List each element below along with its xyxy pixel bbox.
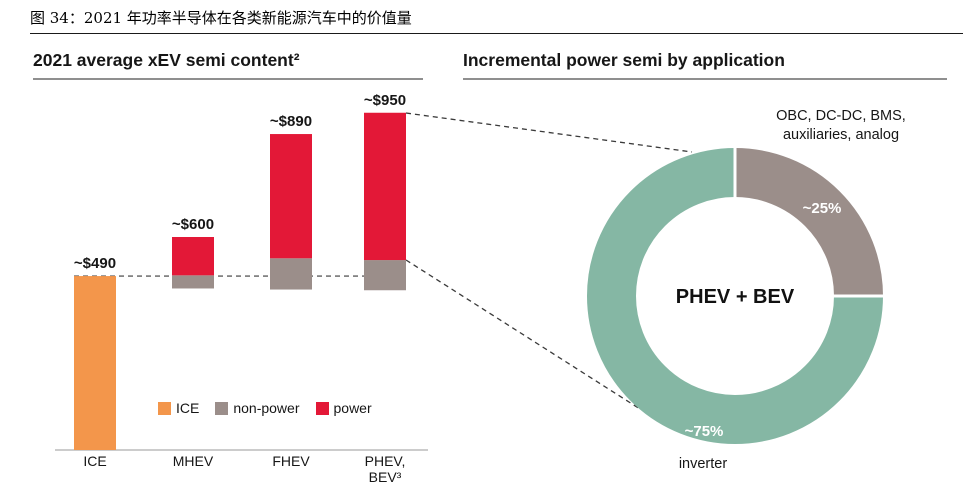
legend-label-nonpower: non-power xyxy=(233,400,300,416)
caption-divider xyxy=(30,33,963,34)
bar-segment-phev-power xyxy=(364,112,406,261)
donut-segment-label-applications: OBC, DC-DC, BMS, auxiliaries, analog xyxy=(776,108,906,143)
donut-percent-label-75: ~75% xyxy=(684,423,724,440)
legend-swatch-nonpower xyxy=(215,401,229,415)
category-label-phev-bev: PHEV, BEV³ xyxy=(364,453,406,485)
bar-chart-title: 2021 average xEV semi content² xyxy=(33,50,300,70)
bar-segment-phev-non-power xyxy=(364,260,406,291)
callout-line-top xyxy=(405,112,693,153)
callout-line-bottom xyxy=(405,259,641,410)
donut-segment-label-inverter: inverter xyxy=(678,456,728,472)
bar-value-label: ~$490 xyxy=(74,255,116,272)
bar-chart-title-underline xyxy=(33,78,423,80)
bar-value-label: ~$950 xyxy=(364,92,406,109)
bar-segment-fhev-non-power xyxy=(270,258,312,290)
category-label-ice: ICE xyxy=(83,453,107,469)
legend-item-ice: ICE xyxy=(158,400,199,416)
donut-percent-label-25: ~25% xyxy=(802,200,842,217)
bar-segment-mhev-non-power xyxy=(172,275,214,289)
legend-label-ice: ICE xyxy=(176,400,200,416)
donut-chart-title-underline xyxy=(463,78,947,80)
category-label-fhev: FHEV xyxy=(272,453,310,469)
category-label-mhev: MHEV xyxy=(172,453,214,469)
donut-chart-title: Incremental power semi by application xyxy=(463,50,785,70)
figure-caption: 图 34：2021 年功率半导体在各类新能源汽车中的价值量 xyxy=(30,9,412,27)
legend-item-nonpower: non-power xyxy=(215,400,300,416)
legend-label-power: power xyxy=(333,400,372,416)
bar-segment-ice-ICE xyxy=(74,276,116,450)
legend-item-power: power xyxy=(315,400,372,416)
donut-center-label: PHEV + BEV xyxy=(675,286,795,308)
bar-value-label: ~$600 xyxy=(172,216,214,233)
bar-segment-mhev-power xyxy=(172,237,214,276)
bar-value-label: ~$890 xyxy=(270,113,312,130)
legend-swatch-power xyxy=(315,401,329,415)
legend: ICE non-power power xyxy=(158,400,372,416)
legend-swatch-ice xyxy=(158,401,171,415)
bar-segment-fhev-power xyxy=(270,134,312,259)
